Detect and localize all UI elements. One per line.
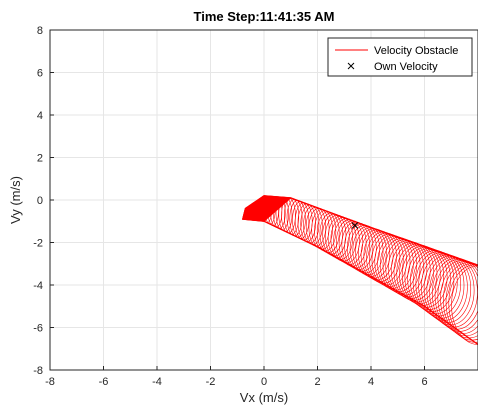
vo-lower-edge xyxy=(242,218,478,345)
y-tick-label: 6 xyxy=(37,68,43,80)
x-tick-label: 0 xyxy=(261,376,267,388)
x-tick-label: 6 xyxy=(421,376,427,388)
x-tick-label: -8 xyxy=(45,376,55,388)
x-tick-label: 2 xyxy=(314,376,320,388)
x-tick-label: -6 xyxy=(99,376,109,388)
own-velocity-marker xyxy=(351,222,359,229)
legend-x-marker xyxy=(347,62,355,70)
y-tick-label: 8 xyxy=(37,25,43,37)
y-tick-label: 2 xyxy=(37,153,43,165)
y-tick-label: 4 xyxy=(37,110,43,122)
legend-label-velocity-obstacle: Velocity Obstacle xyxy=(374,45,458,57)
velocity-obstacle-series xyxy=(241,195,478,346)
y-tick-label: -8 xyxy=(33,365,43,377)
y-tick-label: -6 xyxy=(33,323,43,335)
chart-title: Time Step:11:41:35 AM xyxy=(194,9,335,24)
x-tick-label: 4 xyxy=(368,376,374,388)
y-tick-label: 0 xyxy=(37,195,43,207)
legend: Velocity Obstacle Own Velocity xyxy=(327,37,473,77)
vo-upper-edge xyxy=(244,195,478,267)
x-tick-label: -2 xyxy=(206,376,216,388)
own-velocity-series xyxy=(351,222,359,229)
x-axis-label: Vx (m/s) xyxy=(240,390,288,405)
axis-ticks: -8 -6 -4 -2 0 2 4 6 -8 -6 -4 -2 0 2 4 6 8 xyxy=(33,25,427,388)
y-tick-label: -2 xyxy=(33,238,43,250)
legend-box xyxy=(327,37,473,77)
y-tick-label: -4 xyxy=(33,280,43,292)
legend-label-own-velocity: Own Velocity xyxy=(374,61,438,73)
y-axis-label: Vy (m/s) xyxy=(8,176,23,224)
x-tick-label: -4 xyxy=(152,376,162,388)
